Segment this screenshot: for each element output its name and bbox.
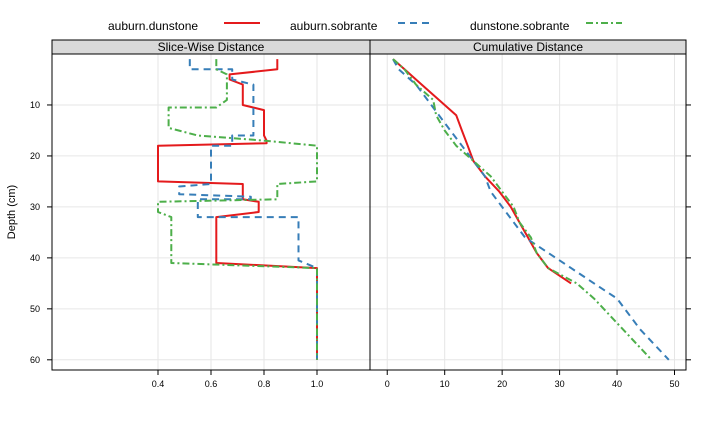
y-tick-label: 50 (30, 304, 40, 314)
panel-cumulative (369, 53, 687, 371)
legend-item-auburn-dunstone: auburn.dunstone (108, 19, 260, 33)
series-line-dunstone-sobrante (157, 59, 318, 360)
legend-label: auburn.dunstone (108, 19, 198, 33)
x-tick-label: 0 (385, 379, 390, 389)
y-tick-label: 10 (30, 100, 40, 110)
x-tick-label: 1.0 (311, 379, 324, 389)
y-tick-label: 60 (30, 355, 40, 365)
x-tick-label: 10 (440, 379, 450, 389)
lines-slice-wise (157, 59, 318, 360)
legend-item-auburn-sobrante: auburn.sobrante (290, 19, 434, 33)
legend-label: dunstone.sobrante (470, 19, 570, 33)
x-axis-cumulative: 0 10 20 30 40 50 (385, 370, 680, 389)
y-axis-title: Depth (cm) (6, 185, 18, 239)
strip-label-cumulative: Cumulative Distance (473, 40, 583, 54)
x-tick-label: 20 (497, 379, 507, 389)
series-line-dunstone-sobrante (392, 58, 653, 361)
legend-item-dunstone-sobrante: dunstone.sobrante (470, 19, 622, 33)
legend-label: auburn.sobrante (290, 19, 378, 33)
y-tick-label: 30 (30, 202, 40, 212)
grid-slice-wise (52, 54, 370, 370)
series-line-auburn-dunstone (157, 59, 318, 360)
x-tick-label: 40 (612, 379, 622, 389)
x-tick-label: 0.6 (205, 379, 218, 389)
x-tick-label: 0.8 (258, 379, 271, 389)
y-axis: 10 20 30 40 50 60 (30, 100, 691, 365)
strip-label-slice-wise: Slice-Wise Distance (158, 40, 265, 54)
grid-cumulative (370, 54, 686, 370)
series-line-auburn-sobrante (178, 59, 318, 360)
y-tick-label: 20 (30, 151, 40, 161)
legend: auburn.dunstone auburn.sobrante dunstone… (108, 19, 622, 33)
y-tick-label: 40 (30, 253, 40, 263)
x-tick-label: 50 (670, 379, 680, 389)
x-axis-slice-wise: 0.4 0.6 0.8 1.0 (152, 370, 324, 389)
x-tick-label: 30 (555, 379, 565, 389)
x-tick-label: 0.4 (152, 379, 165, 389)
lines-cumulative (392, 58, 670, 361)
series-line-auburn-dunstone (392, 58, 572, 285)
series-line-auburn-sobrante (392, 58, 670, 361)
